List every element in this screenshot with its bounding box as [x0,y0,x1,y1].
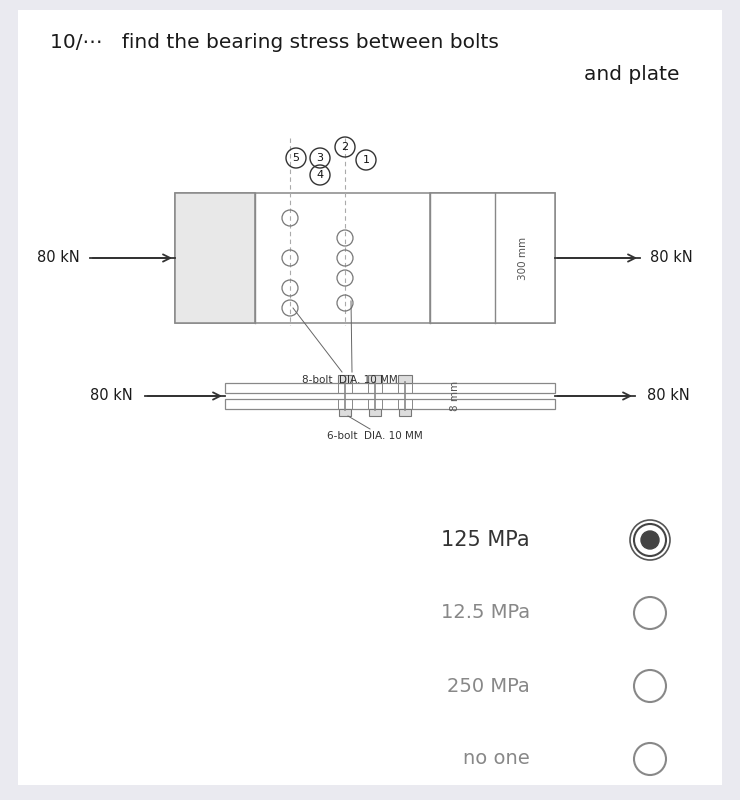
FancyBboxPatch shape [430,193,555,323]
FancyBboxPatch shape [18,10,722,785]
Text: 8-bolt  DIA. 10 MM: 8-bolt DIA. 10 MM [302,375,398,385]
FancyBboxPatch shape [398,375,412,383]
Text: 80 kN: 80 kN [647,389,690,403]
Text: 125 MPa: 125 MPa [441,530,530,550]
Text: 4: 4 [317,170,323,180]
Text: 80 kN: 80 kN [90,389,133,403]
Text: 250 MPa: 250 MPa [447,677,530,695]
Text: 2: 2 [341,142,349,152]
Text: and plate: and plate [585,65,680,84]
FancyBboxPatch shape [175,193,555,323]
Text: 3: 3 [317,153,323,163]
FancyBboxPatch shape [175,193,255,323]
Text: no one: no one [463,750,530,769]
Text: 80 kN: 80 kN [650,250,693,266]
Text: 300 mm: 300 mm [518,237,528,279]
FancyBboxPatch shape [339,409,351,416]
FancyBboxPatch shape [225,383,555,393]
FancyBboxPatch shape [338,375,352,383]
Text: 8 mm: 8 mm [450,381,460,411]
Text: 6-bolt  DIA. 10 MM: 6-bolt DIA. 10 MM [327,431,423,441]
Text: 80 kN: 80 kN [37,250,80,266]
Text: 1: 1 [363,155,369,165]
FancyBboxPatch shape [369,409,381,416]
FancyBboxPatch shape [225,399,555,409]
Text: 10/⋯   find the bearing stress between bolts: 10/⋯ find the bearing stress between bol… [50,33,499,52]
FancyBboxPatch shape [368,375,382,383]
FancyBboxPatch shape [399,409,411,416]
Circle shape [641,531,659,549]
Text: 5: 5 [292,153,300,163]
Text: 12.5 MPa: 12.5 MPa [441,603,530,622]
